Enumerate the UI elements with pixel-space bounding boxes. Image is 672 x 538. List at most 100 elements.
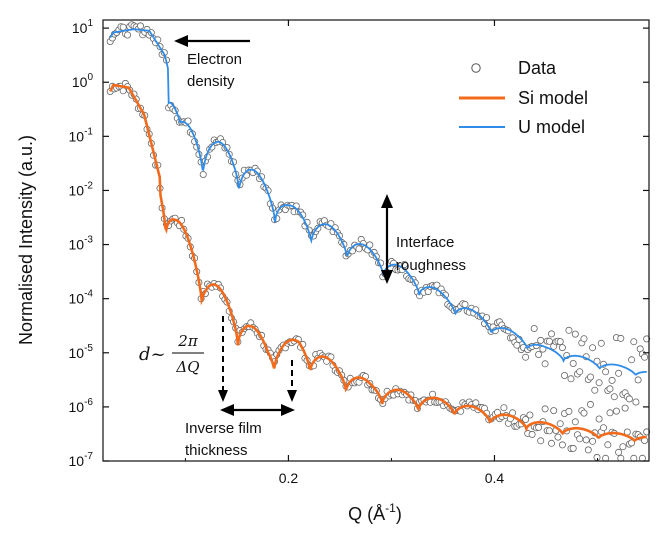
- data-point: [621, 404, 629, 412]
- data-point: [461, 300, 469, 308]
- x-tick-label: 0.4: [485, 470, 505, 486]
- data-point: [537, 336, 545, 344]
- data-point: [589, 437, 597, 445]
- data-point: [537, 437, 545, 445]
- data-point: [541, 360, 549, 368]
- data-point: [541, 405, 549, 413]
- data-point: [576, 368, 584, 376]
- data-point: [561, 371, 569, 379]
- data-point: [530, 324, 538, 332]
- data-point: [617, 334, 625, 342]
- data-point: [619, 443, 627, 451]
- roughness-text-1: Interface: [396, 234, 454, 251]
- data-point: [632, 398, 640, 406]
- data-point: [548, 439, 556, 447]
- y-axis-title: Normalised Intensity (a.u.): [16, 135, 36, 345]
- plot-frame: [102, 19, 650, 462]
- data-point: [199, 170, 207, 178]
- data-point: [526, 411, 534, 419]
- data-point: [565, 326, 573, 334]
- x-axis-title-sup: -1: [385, 501, 396, 515]
- formula-d-period: d~ 2π ΔQ: [139, 332, 204, 376]
- thickness-dashed-right-head: [287, 390, 297, 402]
- x-tick-label: 0.2: [279, 470, 299, 486]
- thickness-dashed-left-head: [218, 390, 228, 402]
- x-axis-title-close: ): [396, 504, 402, 524]
- data-point: [612, 407, 620, 415]
- data-point: [522, 353, 530, 361]
- data-point: [522, 415, 530, 423]
- data-point: [625, 395, 633, 403]
- data-point: [604, 441, 612, 449]
- data-point: [569, 444, 577, 452]
- data-point: [606, 385, 614, 393]
- data-point: [634, 376, 642, 384]
- model-line-si-model: [109, 83, 647, 443]
- data-point: [600, 424, 608, 432]
- data-point: [136, 22, 144, 30]
- data-point: [606, 409, 614, 417]
- x-axis-title: Q (Å-1): [348, 501, 402, 524]
- data-point: [595, 415, 603, 423]
- axes-layer: 0.2 0.4 101 100 10-1 10-2 10-3 10-4 10-5 10-6 10-7: [69, 18, 650, 486]
- electron-density-arrowhead: [174, 35, 188, 47]
- data-point: [500, 404, 508, 412]
- legend-si-label: Si model: [518, 88, 588, 108]
- formula-denominator: ΔQ: [175, 358, 199, 376]
- formula-lhs: d~: [139, 344, 166, 365]
- formula-numerator: 2π: [177, 332, 199, 350]
- data-point: [565, 407, 573, 415]
- data-point: [545, 337, 553, 345]
- data-point: [643, 428, 651, 436]
- data-point: [630, 338, 638, 346]
- plot-layer: [106, 21, 651, 462]
- data-point: [567, 375, 575, 383]
- legend-data-marker: [471, 63, 481, 73]
- thickness-text-1: Inverse film: [185, 420, 262, 437]
- y-tick-label: 10-7: [69, 451, 94, 469]
- data-point: [591, 386, 599, 394]
- data-point: [587, 373, 595, 381]
- data-point: [615, 448, 623, 456]
- data-point: [429, 390, 437, 398]
- data-point: [582, 436, 590, 444]
- data-point: [628, 356, 636, 364]
- data-point: [472, 399, 480, 407]
- data-point: [608, 376, 616, 384]
- data-point: [558, 441, 566, 449]
- data-point: [528, 430, 536, 438]
- formula-sim: ~: [151, 344, 166, 365]
- data-point: [124, 31, 132, 39]
- data-point: [550, 407, 558, 415]
- data-point: [556, 420, 564, 428]
- y-tick-label: 10-1: [69, 126, 94, 144]
- data-point: [584, 446, 592, 454]
- y-tick-label: 10-3: [69, 235, 94, 253]
- data-point: [535, 423, 543, 431]
- legend-u-label: U model: [518, 117, 585, 137]
- data-point: [433, 281, 441, 289]
- roughness-text-2: roughness: [396, 257, 466, 274]
- data-point: [548, 330, 556, 338]
- legend-data-label: Data: [518, 58, 557, 78]
- data-point: [643, 335, 651, 343]
- electron-density-text-2: density: [187, 73, 235, 90]
- annotation-electron-density: Electron density: [174, 35, 250, 90]
- data-point: [595, 379, 603, 387]
- data-point: [576, 435, 584, 443]
- annotation-interface-roughness: Interface roughness: [381, 194, 466, 284]
- thickness-arrowhead-left: [220, 404, 234, 416]
- data-point: [610, 393, 618, 401]
- data-point: [483, 314, 491, 322]
- electron-density-text-1: Electron: [187, 51, 242, 68]
- data-point: [535, 350, 543, 358]
- data-point: [615, 369, 623, 377]
- data-point: [545, 427, 553, 435]
- legend: Data Si model U model: [459, 58, 588, 137]
- data-point: [602, 368, 610, 376]
- data-point: [119, 23, 127, 31]
- y-tick-label: 10-2: [69, 180, 94, 198]
- x-axis-title-main: Q (Å: [348, 504, 385, 524]
- y-tick-label: 100: [72, 72, 94, 90]
